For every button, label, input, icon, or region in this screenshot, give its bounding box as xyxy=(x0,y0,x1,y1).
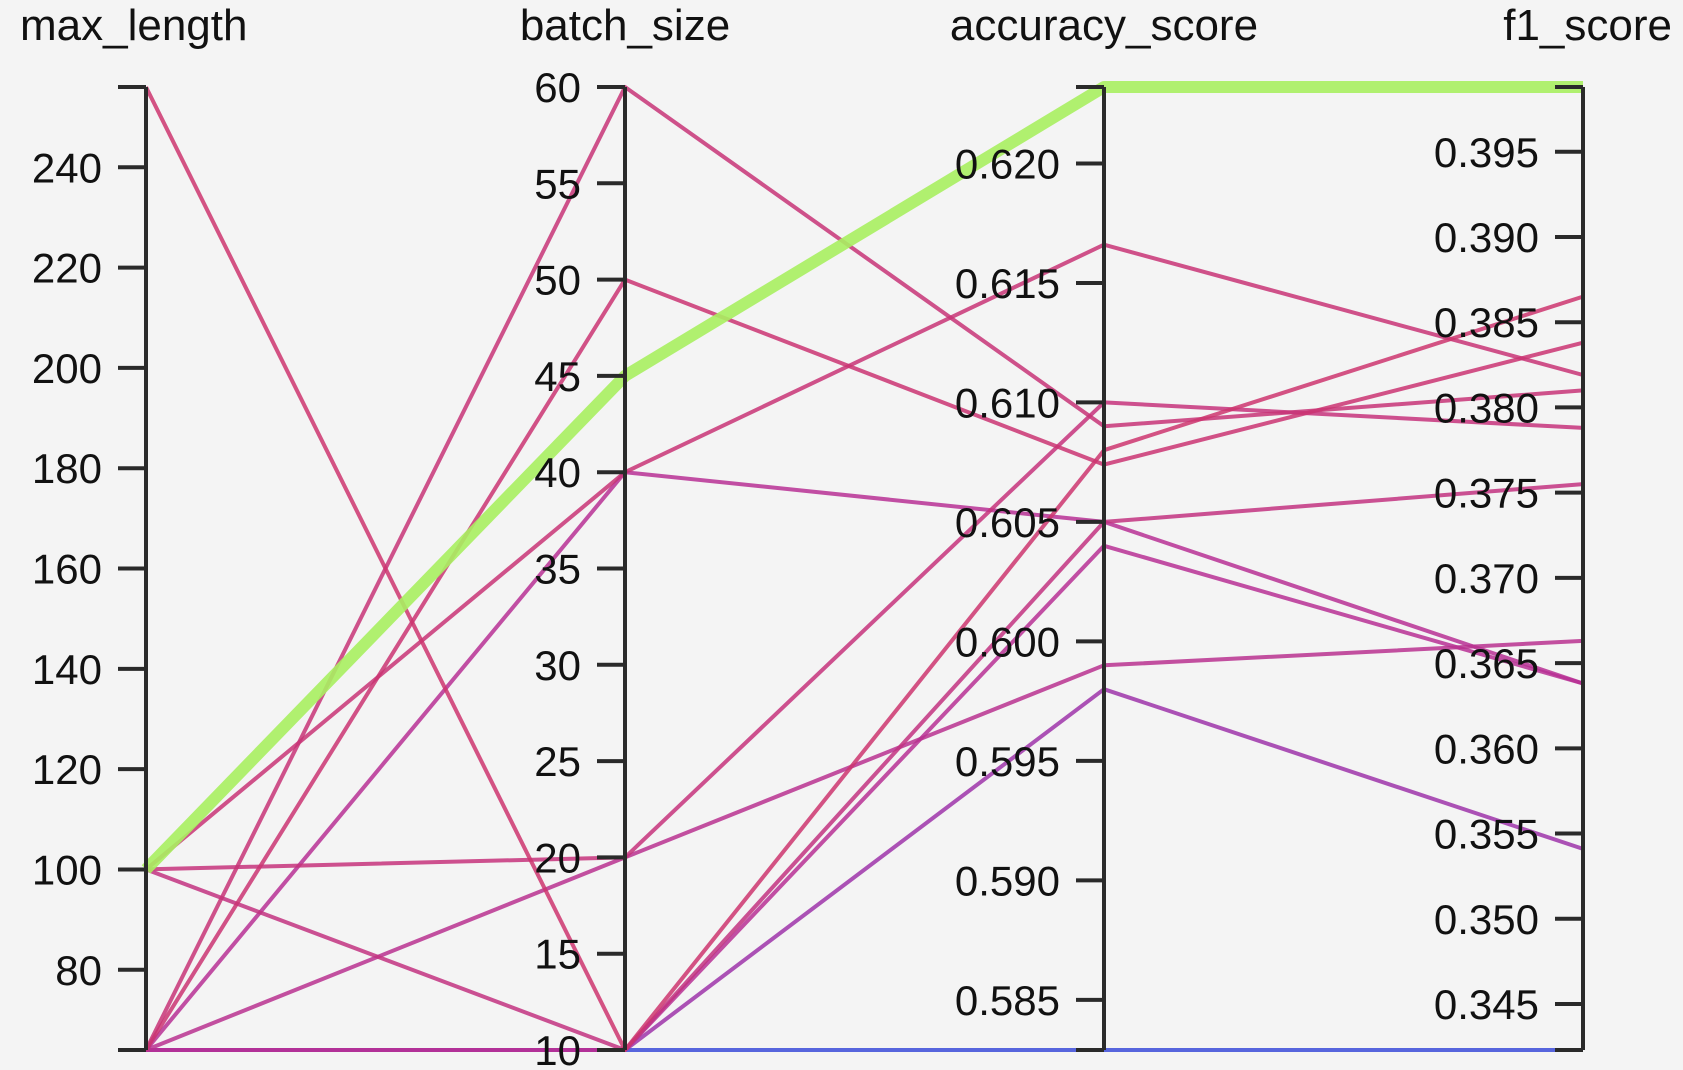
tick-label: 0.620 xyxy=(955,140,1060,187)
axis-title: batch_size xyxy=(520,1,730,50)
axis-max_length: max_length 80 100 120 140 160 180 200 220 240 xyxy=(20,1,247,1052)
polylines-layer xyxy=(141,81,1584,1052)
tick-label: 0.390 xyxy=(1434,214,1539,261)
tick-label: 10 xyxy=(534,1027,581,1070)
tick-label: 200 xyxy=(32,345,102,392)
axis-accuracy_score: accuracy_score 0.585 0.590 0.595 0.600 0.605 0… xyxy=(950,1,1258,1052)
tick-label: 45 xyxy=(534,353,581,400)
tick-label: 160 xyxy=(32,546,102,593)
tick-label: 35 xyxy=(534,546,581,593)
tick-label: 0.395 xyxy=(1434,129,1539,176)
series-line-9 xyxy=(145,638,1584,1052)
series-line-2 xyxy=(144,242,1584,871)
tick-label: 25 xyxy=(534,738,581,785)
series-line-3 xyxy=(145,400,1584,872)
tick-label: 100 xyxy=(32,846,102,893)
axis-title: max_length xyxy=(20,1,247,50)
axes-layer: max_length 80 100 120 140 160 180 200 220 240 batc… xyxy=(20,1,1672,1070)
series-line-5 xyxy=(144,86,1584,1052)
tick-label: 0.365 xyxy=(1434,640,1539,687)
series-line-7 xyxy=(144,277,1584,1052)
tick-label: 0.370 xyxy=(1434,555,1539,602)
tick-label: 0.350 xyxy=(1434,896,1539,943)
tick-label: 0.595 xyxy=(955,738,1060,785)
series-line-4 xyxy=(145,482,1584,1052)
tick-label: 140 xyxy=(32,646,102,693)
tick-label: 0.375 xyxy=(1434,470,1539,517)
tick-label: 220 xyxy=(32,245,102,292)
tick-label: 0.605 xyxy=(955,499,1060,546)
tick-label: 0.355 xyxy=(1434,811,1539,858)
tick-label: 180 xyxy=(32,445,102,492)
series-line-10 xyxy=(146,543,1584,1052)
tick-label: 0.380 xyxy=(1434,384,1539,431)
axis-title: accuracy_score xyxy=(950,1,1258,50)
tick-label: 0.360 xyxy=(1434,725,1539,772)
series-line-1 xyxy=(141,81,1583,874)
tick-label: 20 xyxy=(534,834,581,881)
tick-label: 50 xyxy=(534,257,581,304)
series-line-11 xyxy=(146,687,1584,1052)
tick-label: 120 xyxy=(32,746,102,793)
tick-label: 30 xyxy=(534,642,581,689)
tick-label: 80 xyxy=(55,947,102,994)
axis-title: f1_score xyxy=(1503,1,1672,50)
tick-label: 0.610 xyxy=(955,379,1060,426)
tick-label: 60 xyxy=(534,64,581,111)
tick-label: 55 xyxy=(534,160,581,207)
tick-label: 0.600 xyxy=(955,618,1060,665)
tick-label: 0.585 xyxy=(955,977,1060,1024)
axis-f1_score: f1_score 0.345 0.350 0.355 0.360 0.365 0.370 0.… xyxy=(1434,1,1672,1052)
axis-batch_size: batch_size 10 15 20 25 30 35 40 45 50 55 60 xyxy=(520,1,730,1070)
tick-label: 0.615 xyxy=(955,260,1060,307)
tick-label: 0.385 xyxy=(1434,299,1539,346)
tick-label: 40 xyxy=(534,449,581,496)
tick-label: 240 xyxy=(32,144,102,191)
tick-label: 0.345 xyxy=(1434,981,1539,1028)
series-line-8 xyxy=(144,470,1584,1052)
tick-label: 15 xyxy=(534,931,581,978)
tick-label: 0.590 xyxy=(955,857,1060,904)
